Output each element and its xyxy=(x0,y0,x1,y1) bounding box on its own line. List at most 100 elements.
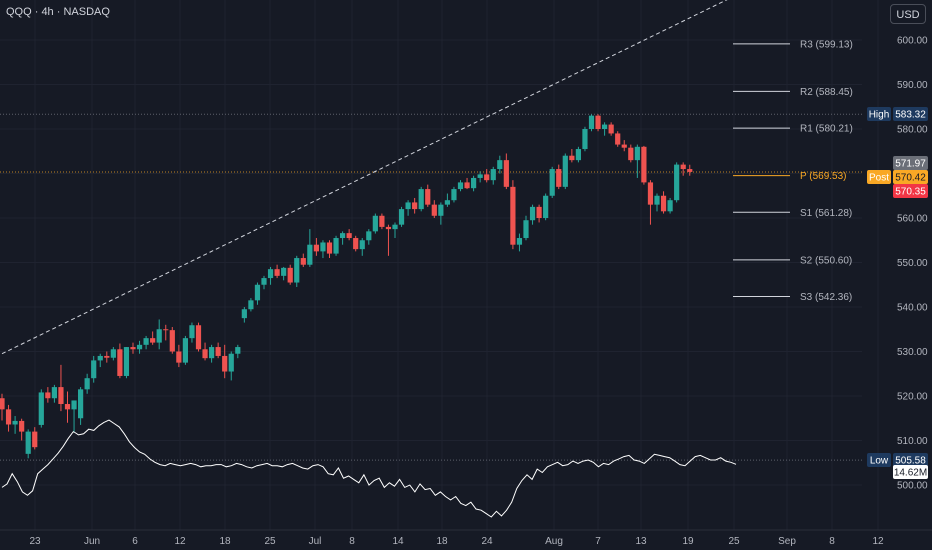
candle xyxy=(516,238,523,245)
candle xyxy=(464,182,470,189)
candle xyxy=(202,349,208,359)
candle xyxy=(0,398,5,410)
y-tick-label: 550.00 xyxy=(897,258,928,269)
candle xyxy=(412,202,418,210)
candle xyxy=(484,174,490,181)
candle xyxy=(110,349,116,358)
pivot-label: S3 (542.36) xyxy=(800,292,852,303)
candle xyxy=(235,347,241,354)
candle xyxy=(621,144,627,148)
candle xyxy=(543,195,549,218)
x-tick-label: 7 xyxy=(595,536,601,547)
high-price-value: 583.32 xyxy=(895,110,926,121)
candle xyxy=(477,174,483,178)
candle xyxy=(241,309,247,319)
y-tick-label: 500.00 xyxy=(897,481,928,492)
candle xyxy=(536,206,542,218)
candle xyxy=(680,164,686,170)
candle xyxy=(261,278,267,285)
x-tick-label: 8 xyxy=(829,536,835,547)
x-tick-label: Sep xyxy=(778,536,796,547)
candle xyxy=(687,169,693,172)
candle xyxy=(353,238,359,250)
x-tick-label: 13 xyxy=(635,536,647,547)
candle xyxy=(294,258,300,283)
low-price-value: 505.58 xyxy=(895,456,926,467)
close-price-value: 571.97 xyxy=(895,159,926,170)
candle xyxy=(38,392,44,425)
y-tick-label: 580.00 xyxy=(897,125,928,136)
candle xyxy=(5,409,12,425)
y-tick-label: 540.00 xyxy=(897,303,928,314)
y-tick-label: 560.00 xyxy=(897,214,928,225)
candle xyxy=(588,115,595,129)
high-price-tag-text: High xyxy=(869,110,890,121)
candle xyxy=(320,242,326,252)
candle xyxy=(71,400,77,410)
x-tick-label: 14 xyxy=(392,536,404,547)
post-price-box xyxy=(893,170,928,184)
candle xyxy=(372,215,378,232)
candle xyxy=(556,169,562,187)
candle xyxy=(64,404,71,410)
close-price-box xyxy=(893,156,928,170)
candle xyxy=(503,160,509,187)
candle xyxy=(457,182,464,190)
currency-button[interactable]: USD xyxy=(890,4,926,24)
candle xyxy=(215,347,221,356)
x-tick-label: Jul xyxy=(309,536,322,547)
candle xyxy=(405,202,411,210)
candle xyxy=(595,115,601,129)
candle xyxy=(418,189,424,210)
pivot-label: S1 (561.28) xyxy=(800,208,852,219)
candle xyxy=(359,240,365,250)
pivot-label: R3 (599.13) xyxy=(800,39,853,50)
pivot-label: R2 (588.45) xyxy=(800,87,853,98)
x-tick-label: 25 xyxy=(264,536,276,547)
candle xyxy=(425,189,431,205)
candle xyxy=(444,200,450,205)
candle xyxy=(647,182,654,205)
candle xyxy=(176,351,182,363)
candle xyxy=(326,242,333,254)
candle xyxy=(313,244,319,252)
candle xyxy=(529,206,536,221)
candle xyxy=(569,155,575,161)
candle xyxy=(130,347,136,350)
symbol-title: QQQ · 4h · NASDAQ xyxy=(6,6,110,18)
candle xyxy=(615,133,621,145)
y-tick-label: 590.00 xyxy=(897,80,928,91)
candle xyxy=(12,420,18,425)
candle xyxy=(91,360,97,379)
candle xyxy=(674,164,680,201)
candle xyxy=(523,220,529,239)
x-tick-label: 12 xyxy=(174,536,186,547)
candle xyxy=(97,355,103,361)
volume-line xyxy=(1,419,737,518)
x-tick-label: 18 xyxy=(219,536,231,547)
post-price-tag-text: Post xyxy=(869,173,889,184)
candle xyxy=(340,233,346,239)
pivot-label: P (569.53) xyxy=(800,171,847,182)
y-tick-label: 530.00 xyxy=(897,347,928,358)
candle xyxy=(104,355,110,358)
candle xyxy=(549,169,555,196)
candle xyxy=(451,189,457,201)
candle xyxy=(660,195,667,212)
trendline[interactable] xyxy=(1,0,736,355)
low-price-tag-text: Low xyxy=(870,456,889,467)
candle xyxy=(634,146,640,161)
candle xyxy=(490,169,496,181)
candle xyxy=(228,353,234,372)
candle xyxy=(195,325,202,350)
candle xyxy=(136,344,143,350)
candle xyxy=(379,215,385,227)
candle xyxy=(398,209,405,225)
post-price-tag xyxy=(867,170,891,184)
candle xyxy=(654,195,660,205)
candle xyxy=(346,233,352,239)
candle xyxy=(392,224,398,230)
x-tick-label: 12 xyxy=(872,536,884,547)
candle xyxy=(78,389,84,419)
